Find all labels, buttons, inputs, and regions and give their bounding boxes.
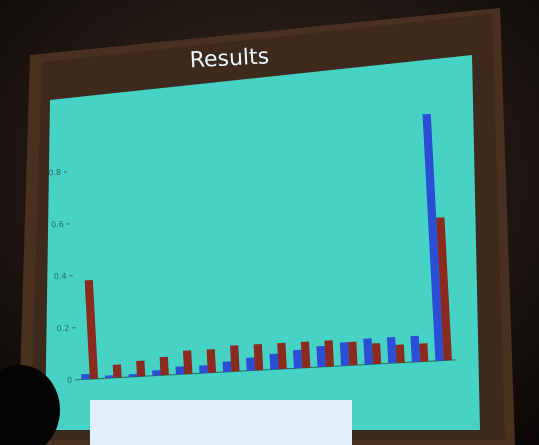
bar bbox=[371, 343, 382, 365]
y-tick-label: 0.6 bbox=[51, 220, 64, 230]
y-tick-label: 0.8 bbox=[48, 168, 61, 178]
bar bbox=[422, 113, 444, 361]
bar bbox=[300, 341, 311, 368]
bar bbox=[152, 370, 161, 376]
bar bbox=[84, 279, 99, 380]
bar bbox=[182, 350, 193, 375]
bar bbox=[339, 342, 350, 366]
chart: Results 0 0.2 0.4 0.6 0.8 bbox=[48, 44, 456, 385]
bar bbox=[277, 342, 287, 370]
bar bbox=[395, 344, 405, 363]
bar bbox=[230, 345, 240, 372]
bar bbox=[269, 353, 279, 370]
bar bbox=[199, 365, 208, 374]
bar bbox=[253, 344, 264, 371]
bar bbox=[348, 341, 358, 366]
bar bbox=[128, 374, 137, 378]
silhouette bbox=[0, 365, 60, 445]
bar bbox=[159, 356, 169, 376]
bar bbox=[363, 338, 373, 365]
bar bbox=[316, 345, 326, 368]
glare bbox=[90, 400, 352, 445]
bar bbox=[410, 335, 421, 363]
bar bbox=[206, 349, 217, 373]
y-tick-label: 0.2 bbox=[56, 324, 69, 334]
bar bbox=[136, 360, 146, 377]
bar bbox=[105, 375, 114, 379]
bar bbox=[246, 357, 255, 371]
bar bbox=[222, 361, 232, 373]
bar bbox=[81, 373, 90, 380]
slide-panel bbox=[45, 55, 480, 430]
bar bbox=[175, 366, 185, 375]
bar bbox=[324, 340, 334, 367]
y-tick-label: 0 bbox=[67, 376, 73, 385]
bar bbox=[386, 337, 397, 364]
bar bbox=[419, 343, 429, 362]
bar bbox=[112, 364, 122, 378]
bar bbox=[292, 349, 303, 369]
y-tick-label: 0.4 bbox=[54, 272, 67, 282]
chart-title: Results bbox=[189, 44, 270, 73]
bar bbox=[436, 217, 452, 361]
